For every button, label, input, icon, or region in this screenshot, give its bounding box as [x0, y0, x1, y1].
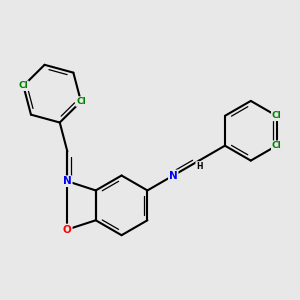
Text: O: O	[63, 224, 72, 235]
Text: Cl: Cl	[19, 81, 28, 90]
Text: H: H	[196, 162, 202, 171]
Text: N: N	[63, 176, 72, 186]
Text: Cl: Cl	[272, 141, 281, 150]
Text: Cl: Cl	[76, 97, 86, 106]
Text: N: N	[169, 170, 178, 181]
Text: Cl: Cl	[272, 111, 281, 120]
